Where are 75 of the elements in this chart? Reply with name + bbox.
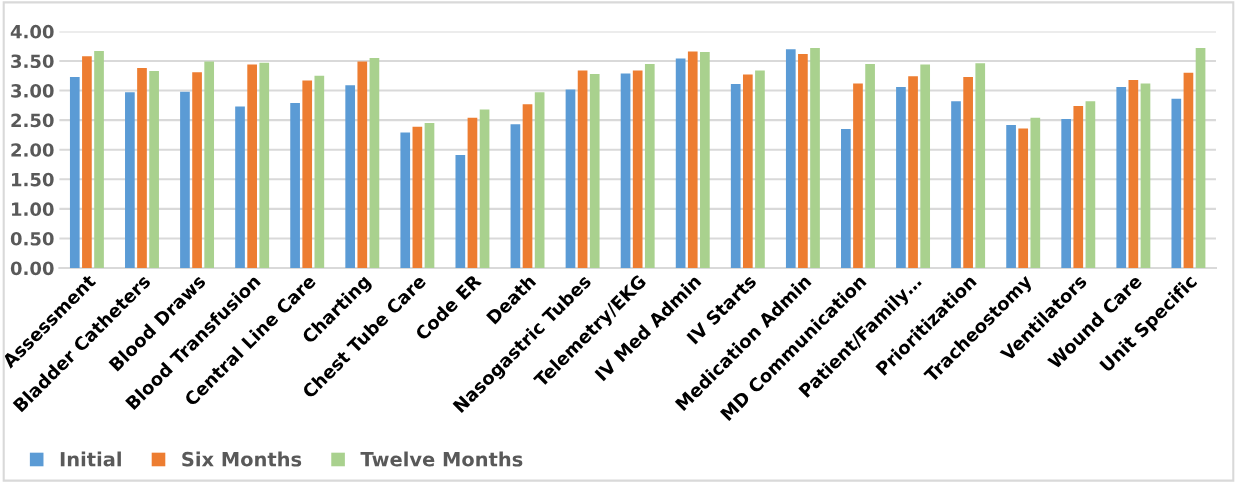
bar (247, 64, 257, 269)
bar (1195, 47, 1206, 269)
bar (1183, 72, 1194, 269)
legend-label: Twelve Months (360, 451, 523, 467)
legend-label: Six Months (182, 451, 302, 467)
bar (69, 76, 80, 269)
bar (467, 117, 478, 269)
bar (755, 70, 765, 269)
bar (632, 70, 643, 269)
bar (345, 85, 356, 269)
bar (259, 62, 270, 269)
y-tick-label: 0.00 (10, 261, 54, 276)
bar (589, 74, 600, 269)
bar (522, 104, 533, 269)
bar (620, 73, 631, 269)
bar (565, 89, 576, 269)
bar (975, 63, 986, 269)
bar (841, 129, 851, 269)
bar (137, 68, 147, 269)
bar (644, 63, 655, 269)
bar (534, 92, 545, 269)
bar (424, 123, 435, 269)
bar (400, 132, 411, 269)
bar (1116, 87, 1127, 269)
bar (290, 102, 300, 269)
bar (302, 80, 313, 269)
bar (314, 75, 325, 269)
y-tick-label: 3.50 (11, 54, 54, 69)
bar (896, 87, 906, 269)
bar (963, 76, 973, 269)
bar (785, 49, 796, 269)
bar (1018, 128, 1029, 269)
bar (1171, 98, 1182, 269)
bar (675, 58, 686, 269)
bar (94, 50, 104, 269)
bar (180, 91, 190, 269)
bar (865, 63, 875, 269)
bar (235, 106, 245, 269)
bar (908, 76, 918, 269)
bar (1085, 101, 1096, 269)
bar (798, 53, 808, 269)
bar (951, 101, 961, 269)
legend-label: Initial (60, 451, 121, 467)
bar (1006, 124, 1016, 269)
bar (510, 124, 521, 269)
bar (687, 51, 698, 269)
bar (1061, 118, 1072, 269)
bar (730, 84, 741, 269)
bar (149, 71, 159, 269)
y-tick-label: 2.50 (11, 113, 54, 128)
y-tick-label: 2.00 (11, 143, 54, 157)
bar (357, 61, 368, 269)
y-tick-label: 4.00 (10, 24, 54, 39)
bar (577, 70, 588, 269)
y-tick-label: 3.00 (11, 84, 54, 98)
bar (479, 109, 490, 269)
bar (810, 47, 820, 269)
bar (204, 61, 215, 269)
bar (82, 56, 92, 269)
bar (192, 72, 202, 269)
bar (455, 155, 466, 269)
y-tick-label: 0.50 (10, 231, 54, 246)
y-tick-label: 1.00 (12, 202, 54, 217)
bar (369, 58, 380, 269)
bar (1128, 79, 1139, 269)
y-tick-label: 1.50 (12, 172, 54, 187)
bar (700, 52, 710, 269)
bar (853, 83, 863, 269)
bar (412, 126, 423, 269)
bar (125, 92, 135, 269)
bar (920, 64, 931, 269)
bar (1030, 117, 1041, 269)
bar (1073, 105, 1084, 269)
bar (1140, 83, 1151, 269)
bar (742, 74, 753, 269)
